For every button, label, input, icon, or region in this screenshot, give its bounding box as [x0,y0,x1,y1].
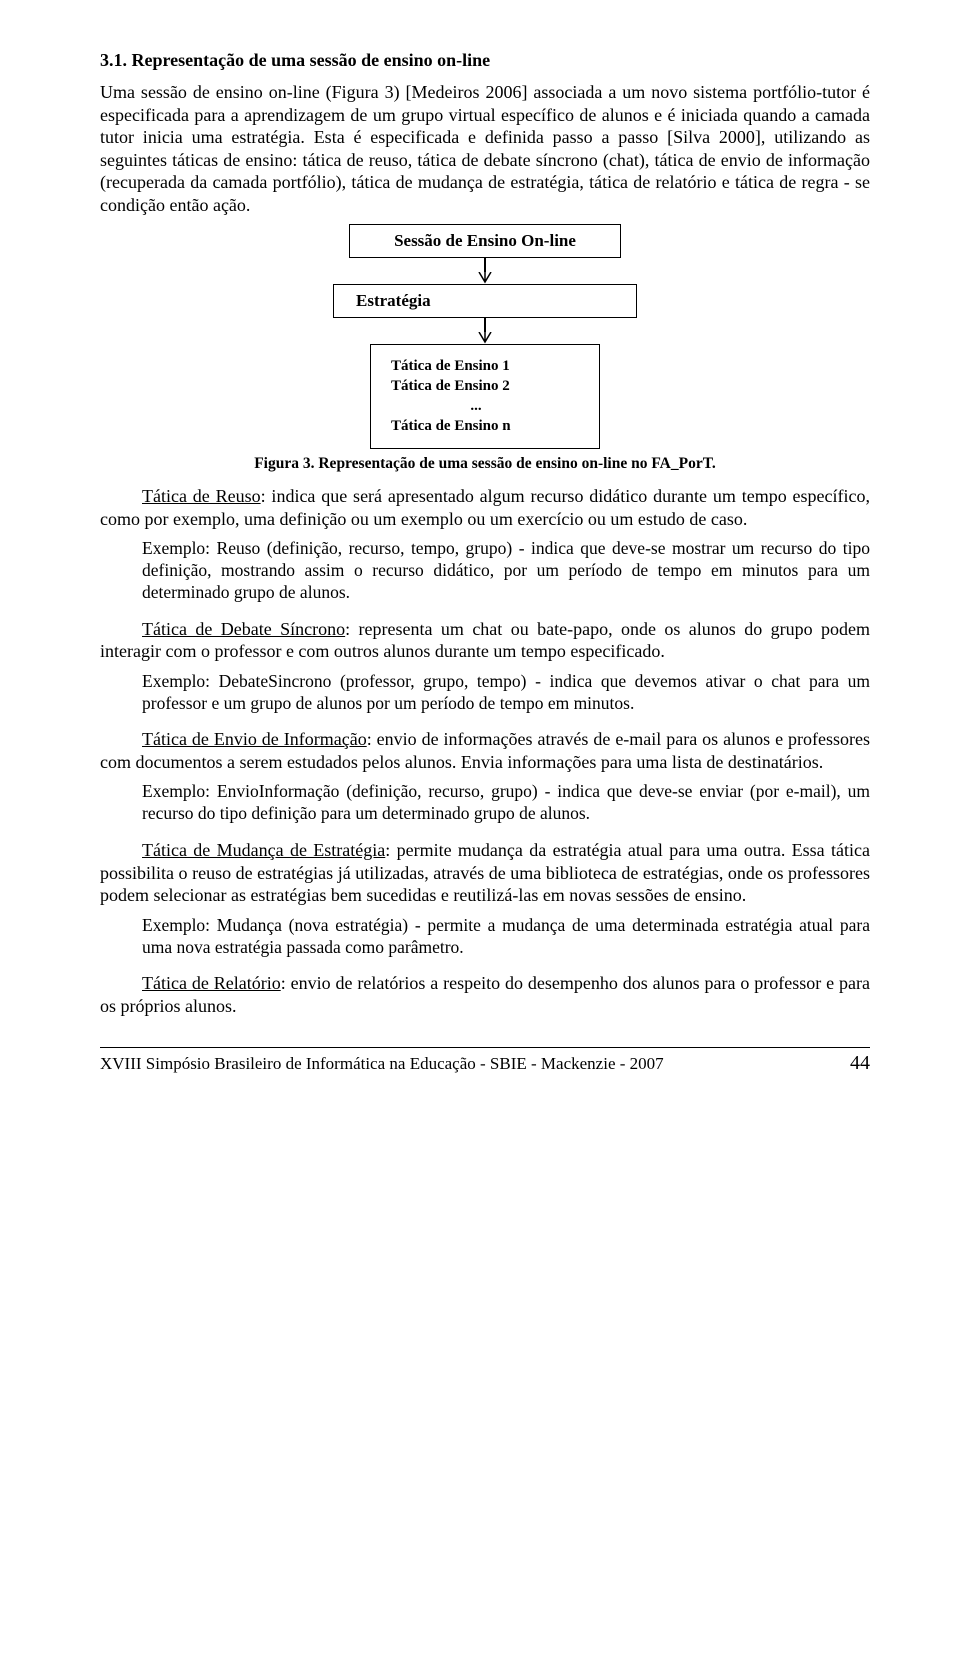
tactic-mudanca-title: Tática de Mudança de Estratégia [142,840,385,860]
tactic-envio-title: Tática de Envio de Informação [142,729,367,749]
tactic-debate-paragraph: Tática de Debate Síncrono: representa um… [100,618,870,663]
diagram-box-session: Sessão de Ensino On-line [349,224,621,258]
tactic-envio-paragraph: Tática de Envio de Informação: envio de … [100,728,870,773]
tactic-relatorio-title: Tática de Relatório [142,973,281,993]
tactic-reuso-example: Exemplo: Reuso (definição, recurso, temp… [142,538,870,604]
tactic-debate-title: Tática de Debate Síncrono [142,619,345,639]
tactic-1: Tática de Ensino 1 [391,358,561,375]
diagram-container: Sessão de Ensino On-line Estratégia Táti… [100,224,870,449]
section-title: Representação de uma sessão de ensino on… [132,50,491,70]
diagram-box-strategy: Estratégia [333,284,637,318]
footer-text: XVIII Simpósio Brasileiro de Informática… [100,1054,664,1074]
section-number: 3.1. [100,50,127,70]
page-number: 44 [850,1052,870,1075]
tactic-reuso-title: Tática de Reuso [142,486,261,506]
tactic-2: Tática de Ensino 2 [391,378,561,395]
tactic-relatorio-paragraph: Tática de Relatório: envio de relatórios… [100,972,870,1017]
tactic-mudanca-example: Exemplo: Mudança (nova estratégia) - per… [142,915,870,959]
page-container: 3.1. Representação de uma sessão de ensi… [0,0,960,1105]
footer: XVIII Simpósio Brasileiro de Informática… [100,1047,870,1075]
tactic-envio-example: Exemplo: EnvioInformação (definição, rec… [142,781,870,825]
arrow-1 [477,258,493,284]
tactic-mudanca-paragraph: Tática de Mudança de Estratégia: permite… [100,839,870,907]
section-heading: 3.1. Representação de uma sessão de ensi… [100,50,870,71]
figure-caption: Figura 3. Representação de uma sessão de… [100,455,870,473]
intro-paragraph: Uma sessão de ensino on-line (Figura 3) … [100,81,870,216]
tactic-reuso-paragraph: Tática de Reuso: indica que será apresen… [100,485,870,530]
tactic-debate-example: Exemplo: DebateSincrono (professor, grup… [142,671,870,715]
tactic-dots: ... [391,398,561,415]
diagram-tactics-box: Tática de Ensino 1 Tática de Ensino 2 ..… [370,344,600,449]
tactic-n: Tática de Ensino n [391,418,561,435]
arrow-2 [477,318,493,344]
